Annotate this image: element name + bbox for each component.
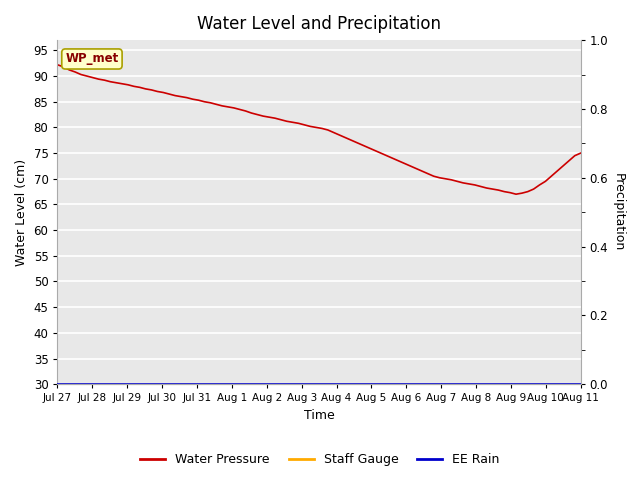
EE Rain	[554, 381, 561, 387]
EE Rain	[577, 381, 584, 387]
Y-axis label: Water Level (cm): Water Level (cm)	[15, 158, 28, 266]
Water Pressure	[500, 189, 508, 194]
Title: Water Level and Precipitation: Water Level and Precipitation	[197, 15, 441, 33]
EE Rain	[124, 381, 132, 387]
EE Rain	[212, 381, 220, 387]
EE Rain	[54, 381, 61, 387]
EE Rain	[489, 381, 497, 387]
EE Rain	[500, 381, 508, 387]
Water Pressure	[559, 163, 567, 169]
Text: WP_met: WP_met	[65, 52, 118, 65]
Water Pressure	[418, 168, 426, 174]
Y-axis label: Precipitation: Precipitation	[612, 173, 625, 252]
Water Pressure	[512, 192, 520, 197]
Water Pressure	[212, 101, 220, 107]
Water Pressure	[124, 82, 132, 88]
Line: Water Pressure: Water Pressure	[58, 65, 580, 194]
Water Pressure	[489, 186, 497, 192]
Water Pressure	[577, 150, 584, 156]
X-axis label: Time: Time	[304, 409, 335, 422]
EE Rain	[418, 381, 426, 387]
Legend: Water Pressure, Staff Gauge, EE Rain: Water Pressure, Staff Gauge, EE Rain	[136, 448, 504, 471]
Water Pressure	[54, 62, 61, 68]
